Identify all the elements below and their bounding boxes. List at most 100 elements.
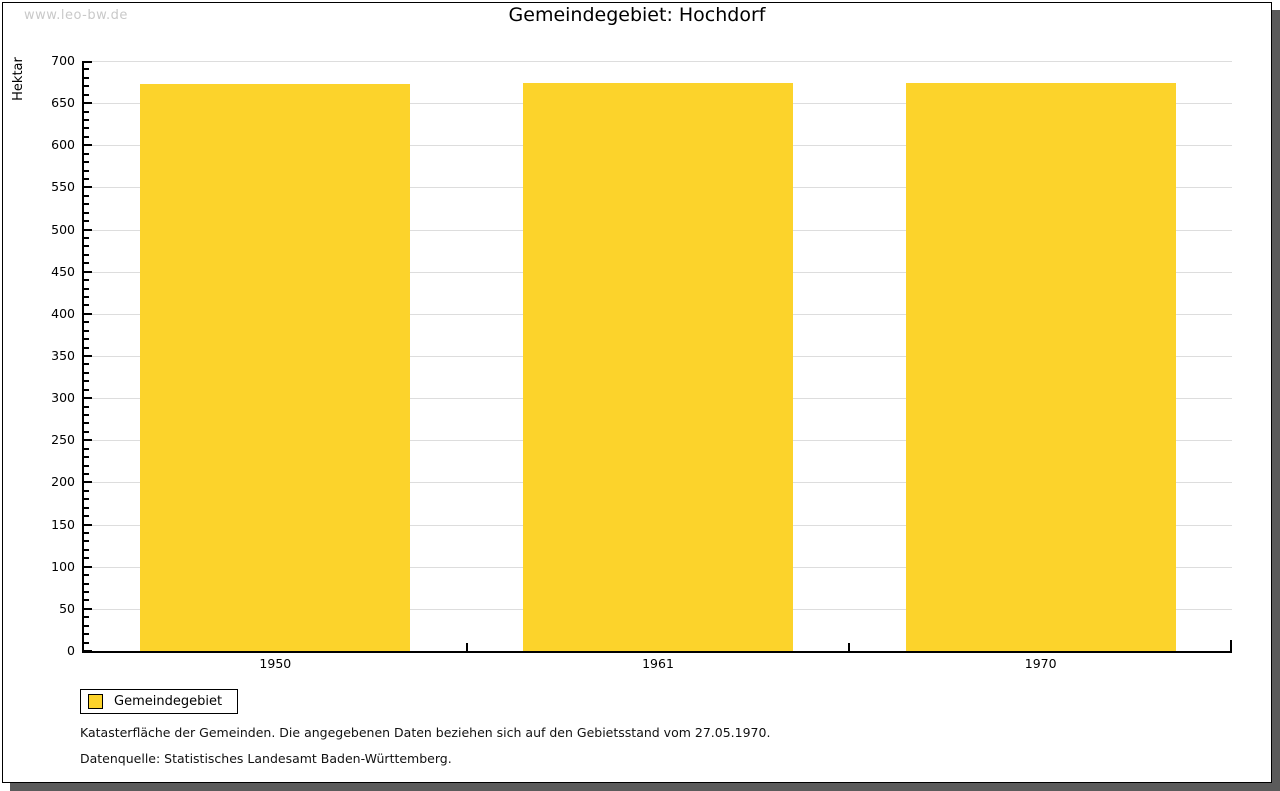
y-tick-170 [84,506,89,509]
bar-1950 [140,83,411,651]
legend-box: Gemeindegebiet [80,689,239,714]
y-tick-90 [84,574,89,577]
y-tick-630 [84,119,89,121]
y-tick-120 [84,548,89,551]
x-axis-line [82,651,1232,653]
y-tick-10 [84,641,89,644]
chart-page: www.leo-bw.de Gemeindegebiet: Hochdorf H… [2,2,1272,783]
x-tick-label-1970: 1970 [1024,656,1057,671]
y-tick-label-450: 450 [51,263,75,279]
y-tick-340 [84,363,89,366]
y-tick-110 [84,557,89,560]
y-tick-label-600: 600 [51,137,75,153]
legend-color-swatch [88,694,103,709]
y-tick-660 [84,93,89,96]
y-tick-330 [84,371,89,374]
y-tick-290 [84,405,89,408]
plot-area: 0 50 100 150 200 250 300 350 400 450 500 550 600 650 7… [51,54,1232,671]
y-tick-label-550: 550 [51,179,75,195]
y-tick-label-100: 100 [51,558,75,574]
y-tick-640 [84,110,89,113]
y-tick-410 [84,304,89,307]
y-tick-320 [84,380,89,383]
y-tick-30 [84,624,89,627]
x-axis-tick-3 [1230,640,1232,651]
footnote-data-source: Datenquelle: Statistisches Landesamt Bad… [80,751,452,766]
y-tick-530 [84,203,89,206]
y-tick-180 [84,498,89,501]
y-tick-300 [84,397,92,400]
y-tick-label-150: 150 [51,516,75,532]
y-tick-310 [84,388,89,391]
y-tick-520 [84,211,89,214]
x-tick-label-1950: 1950 [259,656,292,671]
y-tick-160 [84,515,89,518]
y-tick-label-200: 200 [51,474,75,490]
y-tick-690 [84,68,89,71]
y-tick-670 [84,85,89,88]
gridline-y-700 [84,61,1232,62]
y-tick-490 [84,237,89,239]
y-tick-610 [84,135,89,138]
y-tick-360 [84,346,89,349]
y-tick-60 [84,599,89,602]
watermark-text: www.leo-bw.de [24,8,128,23]
y-tick-0 [84,650,92,652]
y-tick-510 [84,220,89,223]
y-axis-title: Hektar [11,57,26,101]
y-tick-570 [84,169,89,172]
y-tick-390 [84,321,89,324]
y-tick-680 [84,76,89,79]
y-tick-260 [84,430,89,433]
y-tick-280 [84,414,89,416]
y-tick-70 [84,591,89,593]
bar-1961 [523,82,793,651]
y-tick-label-650: 650 [51,95,75,111]
y-tick-20 [84,633,89,636]
x-tick-label-1961: 1961 [642,656,674,671]
y-tick-label-250: 250 [51,432,75,448]
y-tick-420 [84,296,89,298]
y-tick-560 [84,178,89,180]
y-tick-80 [84,582,89,585]
y-tick-label-700: 700 [51,53,75,68]
y-tick-550 [84,186,92,189]
y-tick-100 [84,565,92,568]
y-tick-370 [84,338,89,341]
y-tick-400 [84,312,92,315]
y-tick-460 [84,262,89,265]
y-tick-label-50: 50 [59,600,75,616]
y-tick-250 [84,439,92,442]
y-tick-430 [84,287,89,290]
y-tick-600 [84,144,92,147]
y-tick-130 [84,540,89,543]
y-tick-620 [84,127,89,130]
y-axis-line [82,61,84,653]
legend-label: Gemeindegebiet [114,694,223,709]
y-tick-650 [84,102,92,105]
y-tick-label-500: 500 [51,221,75,237]
y-tick-200 [84,481,92,484]
x-axis-tick-2 [848,643,851,651]
y-tick-label-350: 350 [51,348,75,363]
y-tick-240 [84,447,89,450]
y-tick-190 [84,489,89,492]
x-axis-tick-1 [465,643,468,651]
y-tick-label-0: 0 [67,643,75,658]
y-tick-50 [84,607,92,610]
y-tick-440 [84,279,89,282]
y-tick-480 [84,245,89,248]
y-tick-150 [84,523,92,526]
footnote-data-note: Katasterfläche der Gemeinden. Die angege… [80,725,771,740]
y-tick-140 [84,532,89,534]
y-tick-450 [84,270,92,273]
y-tick-label-400: 400 [51,305,75,321]
y-tick-580 [84,161,89,164]
chart-title: Gemeindegebiet: Hochdorf [508,4,766,26]
y-tick-270 [84,422,89,425]
bar-1970 [905,82,1176,651]
y-tick-label-300: 300 [51,390,75,406]
y-tick-380 [84,329,89,332]
y-tick-500 [84,228,92,231]
y-tick-220 [84,464,89,467]
